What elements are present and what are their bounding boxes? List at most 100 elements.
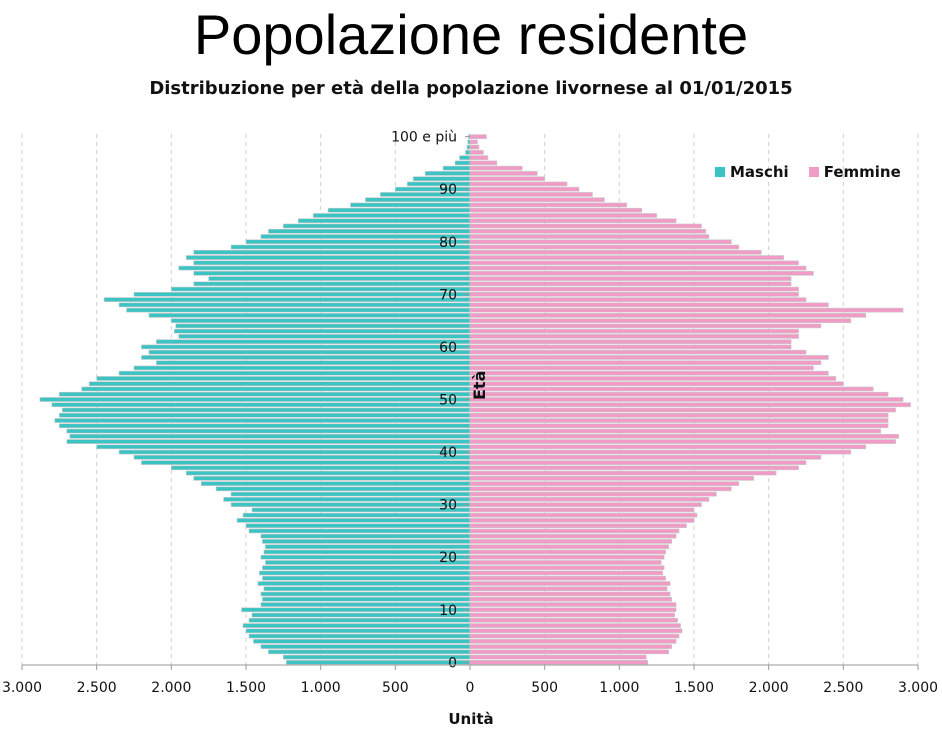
bar-female xyxy=(469,502,702,507)
bar-female xyxy=(469,397,904,402)
bar-male xyxy=(51,402,471,408)
bar-male xyxy=(459,155,471,160)
bar-male xyxy=(185,255,471,260)
bar-female xyxy=(469,617,678,623)
chart-legend: Maschi Femmine xyxy=(715,163,901,181)
bar-female xyxy=(469,476,755,481)
legend-item-male: Maschi xyxy=(715,163,789,181)
bar-male xyxy=(263,586,471,592)
bar-male xyxy=(141,460,471,465)
bar-male xyxy=(215,486,471,492)
bar-male xyxy=(262,539,471,544)
bar-female xyxy=(469,507,695,513)
x-tick-label: 3.000 xyxy=(898,680,938,696)
bar-female xyxy=(469,439,896,444)
bar-male xyxy=(141,355,471,360)
bar-female xyxy=(469,276,792,281)
bar-female xyxy=(469,391,889,397)
bar-female xyxy=(469,223,702,229)
bar-female xyxy=(469,365,814,371)
bar-female xyxy=(469,239,732,245)
bar-female xyxy=(469,339,792,344)
bar-female xyxy=(469,612,675,618)
bar-female xyxy=(469,150,484,155)
bar-female xyxy=(469,139,478,145)
bar-male xyxy=(193,270,471,276)
bar-male xyxy=(262,596,471,602)
bar-male xyxy=(96,376,471,381)
bar-female xyxy=(469,460,807,465)
bar-female xyxy=(469,581,671,586)
bar-male xyxy=(178,265,471,271)
x-tick-label: 1.500 xyxy=(674,680,714,696)
x-tick-label: 1.500 xyxy=(226,680,266,696)
bar-female xyxy=(469,307,904,313)
bar-male xyxy=(395,186,471,192)
bar-female xyxy=(469,423,889,429)
bar-female xyxy=(469,334,799,339)
bar-female xyxy=(469,512,698,518)
bar-female xyxy=(469,134,487,139)
bar-male xyxy=(442,165,471,171)
bar-female xyxy=(469,171,538,176)
bar-male xyxy=(133,292,471,297)
bar-female xyxy=(469,381,844,387)
bar-female xyxy=(469,349,807,355)
main-title: Popolazione residente xyxy=(193,3,749,66)
x-tick-label: 500 xyxy=(531,680,558,696)
bar-male xyxy=(241,607,471,613)
bar-male xyxy=(465,150,471,155)
x-tick-label: 2.000 xyxy=(749,680,789,696)
bar-female xyxy=(469,549,666,555)
bar-male xyxy=(230,244,471,250)
legend-label-female: Femmine xyxy=(823,163,901,181)
bar-male xyxy=(174,328,471,334)
bar-male xyxy=(248,617,471,623)
bar-male xyxy=(66,428,471,434)
bar-male xyxy=(171,465,471,471)
bar-male xyxy=(248,633,471,639)
bar-male xyxy=(133,455,471,460)
bar-male xyxy=(178,334,471,339)
bar-female xyxy=(469,428,881,434)
bar-female xyxy=(469,281,792,287)
bar-female xyxy=(469,155,489,160)
bar-male xyxy=(133,365,471,371)
bar-female xyxy=(469,497,710,502)
y-tick-label: 90 xyxy=(439,182,457,198)
bar-female xyxy=(469,165,523,171)
bar-female xyxy=(469,360,822,366)
bar-male xyxy=(259,570,471,576)
bar-female xyxy=(469,270,814,276)
bar-female xyxy=(469,176,545,182)
bar-female xyxy=(469,539,672,544)
bar-female xyxy=(469,596,672,602)
bar-female xyxy=(469,654,647,660)
bar-female xyxy=(469,491,717,497)
bar-female xyxy=(469,186,580,192)
bar-female xyxy=(469,202,628,208)
bar-female xyxy=(469,386,874,392)
y-tick-label: 10 xyxy=(439,603,457,619)
bar-male xyxy=(327,207,471,213)
bar-female xyxy=(469,323,822,329)
bar-male xyxy=(81,386,471,392)
bar-male xyxy=(62,407,471,413)
bar-female xyxy=(469,623,681,628)
bar-female xyxy=(469,565,665,571)
bar-female xyxy=(469,455,822,460)
bar-male xyxy=(193,260,471,266)
bar-female xyxy=(469,144,480,150)
bar-female xyxy=(469,554,665,560)
bar-male xyxy=(141,344,471,350)
bar-female xyxy=(469,260,799,266)
bar-male xyxy=(103,297,471,302)
bar-male xyxy=(39,397,471,402)
bar-female xyxy=(469,570,663,576)
bar-female xyxy=(469,318,852,323)
bar-female xyxy=(469,560,662,565)
bar-female xyxy=(469,292,799,297)
bar-male xyxy=(59,423,471,429)
x-tick-label: 2.000 xyxy=(151,680,191,696)
bar-male xyxy=(350,202,471,208)
